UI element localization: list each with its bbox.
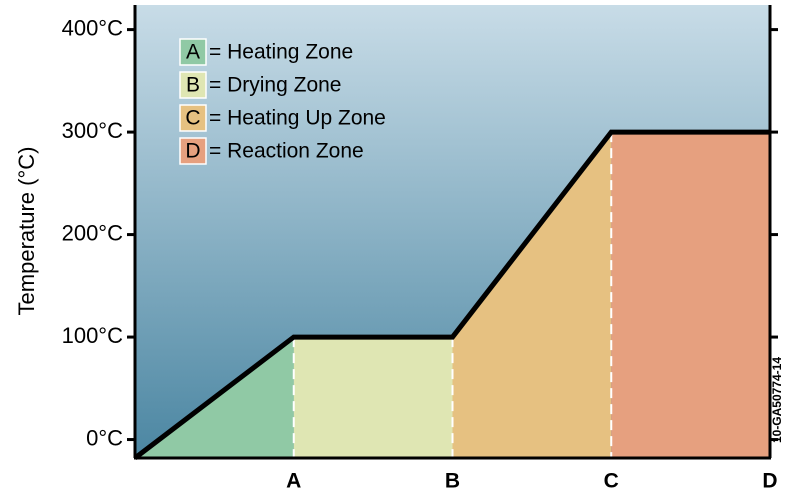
temperature-line (133, 129, 770, 460)
legend-swatch (179, 137, 207, 165)
legend-label: = Drying Zone (209, 74, 341, 97)
x-tick-label: D (762, 470, 777, 493)
legend-label: = Heating Zone (209, 41, 353, 64)
zone-area (452, 132, 612, 458)
legend-swatch (179, 38, 207, 66)
legend-label: = Heating Up Zone (209, 107, 386, 130)
legend-key: B (186, 74, 200, 97)
zone-area (293, 337, 453, 458)
y-axis-label: Temperature (°C) (14, 147, 39, 316)
legend-label: = Reaction Zone (209, 140, 364, 163)
x-tick-label: C (604, 470, 619, 493)
legend-swatch (179, 104, 207, 132)
zone-area (611, 132, 770, 458)
x-tick-label: A (286, 470, 301, 493)
y-tick-label: 100°C (62, 323, 124, 348)
legend-swatch (179, 71, 207, 99)
y-tick-label: 300°C (62, 118, 124, 143)
y-tick-label: 400°C (62, 15, 124, 40)
legend-key: C (185, 107, 200, 130)
legend-key: A (186, 41, 200, 64)
y-tick-label: 200°C (62, 220, 124, 245)
y-tick-label: 0°C (86, 425, 123, 450)
side-note: 10-GA50774-14 (770, 357, 784, 443)
x-tick-label: B (445, 470, 460, 493)
legend-key: D (185, 140, 200, 163)
